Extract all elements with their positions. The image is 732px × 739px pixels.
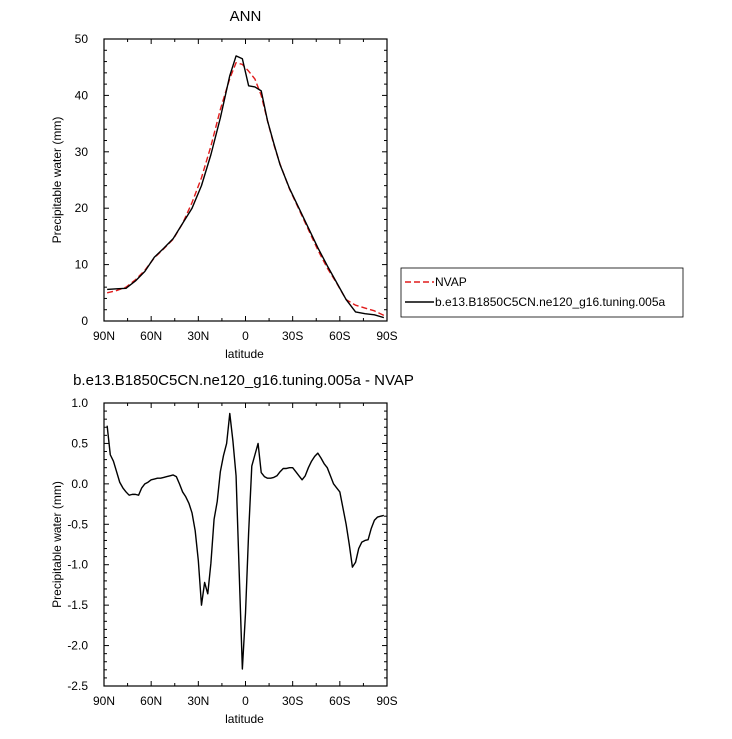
series-line-model xyxy=(107,55,385,319)
y-tick-label: 0.5 xyxy=(71,436,88,450)
x-tick-label: 90N xyxy=(93,329,115,343)
chart-title: b.e13.B1850C5CN.ne120_g16.tuning.005a - … xyxy=(73,372,414,389)
y-tick-label: 50 xyxy=(75,32,89,46)
x-tick-label: 90N xyxy=(93,694,115,708)
x-axis-title: latitude xyxy=(225,712,264,726)
x-tick-label: 0 xyxy=(242,694,249,708)
panel-top: ANN 90N 60N 30N 0 30S 60S 90S 0 10 20 30 40 50 latitud… xyxy=(50,8,684,361)
x-tick-label: 30N xyxy=(187,694,209,708)
series-line-model xyxy=(106,412,385,670)
chart-title: ANN xyxy=(230,8,262,25)
x-tick-label: 90S xyxy=(376,694,397,708)
legend-box xyxy=(400,267,684,318)
x-tick-label: 0 xyxy=(242,329,249,343)
x-tick-label: 30N xyxy=(187,329,209,343)
legend-label: b.e13.B1850C5CN.ne120_g16.tuning.005a xyxy=(435,295,666,309)
plot-frame xyxy=(103,38,388,322)
y-axis-title: Precipitable water (mm) xyxy=(50,481,64,608)
x-axis-title: latitude xyxy=(225,347,264,361)
x-tick-label: 60N xyxy=(140,694,162,708)
y-tick-label: -1.5 xyxy=(67,598,88,612)
panel-bottom: b.e13.B1850C5CN.ne120_g16.tuning.005a - … xyxy=(50,372,414,726)
x-tick-label: 60S xyxy=(329,329,350,343)
x-tick-label: 90S xyxy=(376,329,397,343)
x-tick-label: 30S xyxy=(282,329,303,343)
y-tick-label: 1.0 xyxy=(71,396,88,410)
y-axis-title: Precipitable water (mm) xyxy=(50,117,64,244)
y-tick-label: 30 xyxy=(75,145,89,159)
y-tick-label: 0.0 xyxy=(71,477,88,491)
y-tick-label: 0 xyxy=(81,314,88,328)
y-tick-label: -1.0 xyxy=(67,558,88,572)
y-tick-label: -2.5 xyxy=(67,679,88,693)
x-tick-label: 60S xyxy=(329,694,350,708)
plot-frame xyxy=(103,402,388,687)
x-tick-label: 30S xyxy=(282,694,303,708)
y-tick-label: -2.0 xyxy=(67,639,88,653)
series-line-nvap xyxy=(106,61,385,316)
y-tick-label: 40 xyxy=(75,88,89,102)
y-tick-label: 10 xyxy=(75,258,89,272)
y-tick-label: -0.5 xyxy=(67,517,88,531)
legend-label: NVAP xyxy=(435,275,467,289)
y-tick-label: 20 xyxy=(75,201,89,215)
x-tick-label: 60N xyxy=(140,329,162,343)
